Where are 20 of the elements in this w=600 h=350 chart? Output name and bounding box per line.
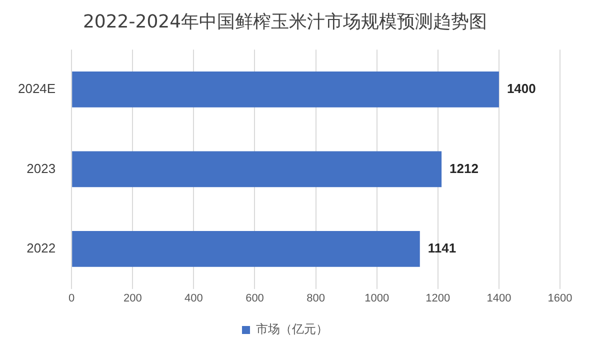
x-tick-label: 600 xyxy=(246,292,264,304)
bar xyxy=(72,230,420,267)
x-tick-label: 1400 xyxy=(486,292,512,304)
x-tick-label: 1600 xyxy=(548,292,572,304)
bar xyxy=(72,151,442,188)
x-tick-label: 0 xyxy=(68,292,75,304)
legend-label: 市场（亿元） xyxy=(256,322,328,336)
y-tick-label: 2024E xyxy=(18,81,56,96)
x-tick-label: 800 xyxy=(306,292,325,304)
data-label: 1212 xyxy=(450,160,478,176)
x-tick-label: 1200 xyxy=(426,292,450,304)
bar xyxy=(72,72,499,108)
data-label: 1141 xyxy=(428,240,456,256)
x-tick-label: 1000 xyxy=(364,292,390,304)
y-tick-label: 2022 xyxy=(26,240,56,256)
chart-title: 2022-2024年中国鲜榨玉米汁市场规模预测趋势图 xyxy=(82,11,488,32)
data-label: 1400 xyxy=(506,81,536,96)
x-tick-label: 200 xyxy=(123,292,142,304)
x-tick-label: 400 xyxy=(184,292,203,304)
y-tick-label: 2023 xyxy=(26,160,56,176)
